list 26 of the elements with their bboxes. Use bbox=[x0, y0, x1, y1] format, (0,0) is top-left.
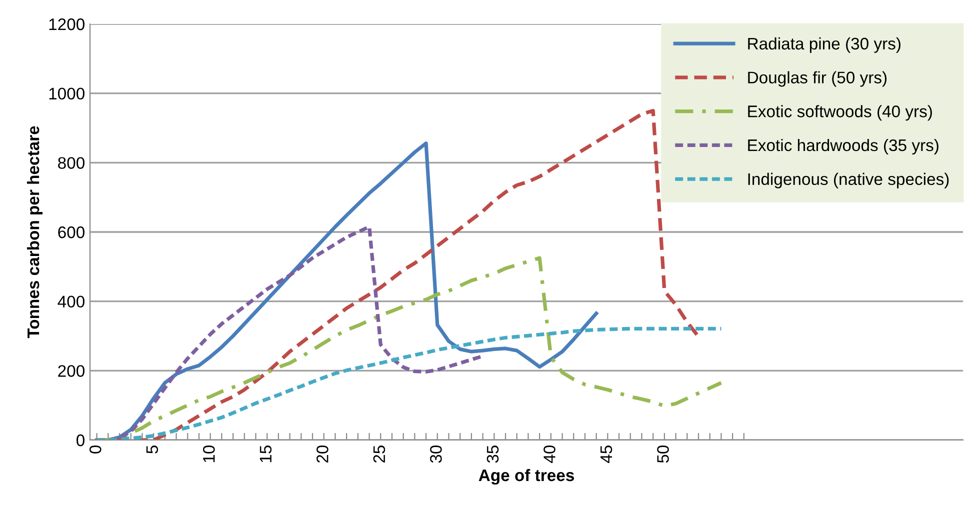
y-tick-label: 1200 bbox=[49, 18, 84, 30]
y-tick-label: 400 bbox=[58, 296, 84, 308]
line-series bbox=[95, 141, 598, 440]
x-tick-label: 20 bbox=[316, 446, 328, 463]
y-tick-label: 800 bbox=[58, 157, 84, 169]
x-tick-label: 10 bbox=[203, 446, 215, 462]
x-axis-title: Age of trees bbox=[478, 468, 574, 485]
x-tick-label: 15 bbox=[260, 446, 272, 462]
legend-label: Radiata pine (30 yrs) bbox=[748, 37, 900, 53]
x-tick-label: 40 bbox=[544, 446, 556, 464]
x-tick-label: 0 bbox=[89, 446, 102, 454]
legend-label: Exotic softwoods (40 yrs) bbox=[748, 105, 932, 121]
x-tick-label: 50 bbox=[657, 446, 669, 463]
x-tick-label: 30 bbox=[430, 446, 442, 463]
y-tick-label: 200 bbox=[58, 365, 84, 377]
legend-label: Indigenous (native species) bbox=[748, 172, 949, 188]
line-series bbox=[95, 326, 723, 440]
y-tick-label: 1000 bbox=[49, 88, 84, 100]
legend-label: Douglas fir (50 yrs) bbox=[748, 71, 887, 87]
x-tick-label: 25 bbox=[373, 446, 386, 463]
x-tick-label: 5 bbox=[146, 446, 158, 454]
x-tick-label: 35 bbox=[486, 446, 499, 463]
x-tick-label: 45 bbox=[600, 446, 612, 464]
y-tick-label: 600 bbox=[58, 226, 84, 238]
y-axis-title: Tonnes carbon per hectare bbox=[26, 126, 43, 338]
legend-label: Exotic hardwoods (35 yrs) bbox=[748, 138, 938, 154]
